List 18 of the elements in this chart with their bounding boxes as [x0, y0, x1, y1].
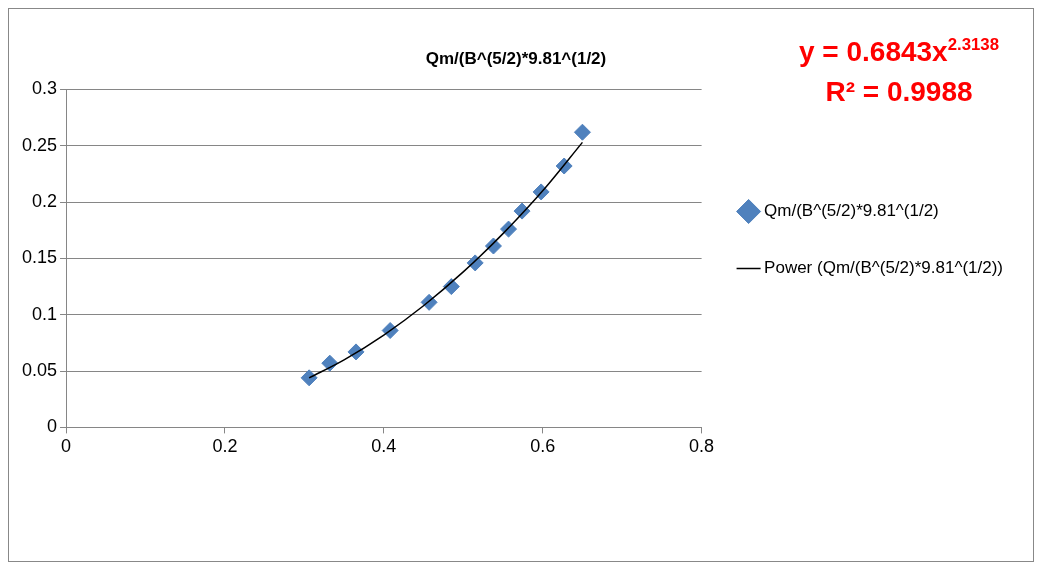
x-tick-label: 0.4 — [371, 436, 397, 457]
y-tick-label: 0.1 — [32, 303, 58, 324]
y-tick-label: 0.2 — [32, 191, 58, 212]
legend-label: Power (Qm/(B^(5/2)*9.81^(1/2)) — [764, 258, 1003, 278]
y-tick-label: 0.25 — [21, 134, 58, 155]
x-tick-label: 0.6 — [530, 436, 556, 457]
y-tick-label: 0.05 — [21, 360, 58, 381]
chart-title: Qm/(B^(5/2)*9.81^(1/2) — [425, 48, 607, 68]
point — [573, 123, 591, 141]
x-tick-label: 0.8 — [689, 436, 715, 457]
x-tick-label: 0 — [61, 436, 72, 457]
text: R² = 0.9988 — [825, 76, 973, 107]
y-tick-label: 0.15 — [21, 247, 58, 268]
y-tick-label: 0 — [47, 416, 58, 437]
x-tick-label: 0.2 — [212, 436, 238, 457]
point — [300, 369, 318, 387]
y-tick-label: 0.3 — [32, 78, 58, 99]
legend-label: Qm/(B^(5/2)*9.81^(1/2) — [764, 201, 939, 221]
